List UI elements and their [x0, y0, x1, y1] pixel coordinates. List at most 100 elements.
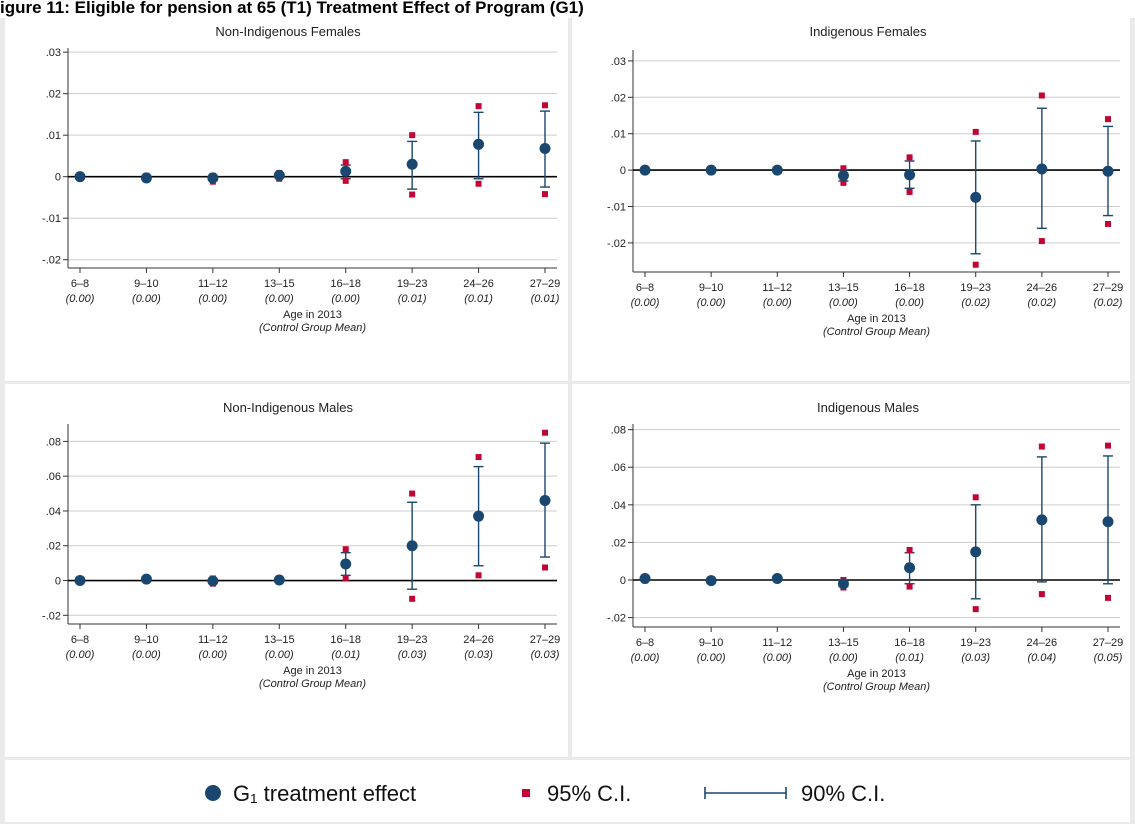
y-tick-label: 0 [620, 165, 626, 177]
control-mean-label: (0.00) [697, 652, 726, 664]
legend-point-marker [205, 785, 221, 801]
panel-background [572, 384, 1130, 757]
treatment-effect-point [340, 165, 352, 177]
x-tick-label: 9–10 [134, 278, 158, 290]
control-mean-label: (0.00) [763, 297, 792, 309]
control-mean-label: (0.02) [1027, 297, 1056, 309]
y-tick-label: .06 [46, 471, 61, 483]
y-tick-label: .02 [46, 541, 61, 553]
treatment-effect-point [771, 573, 783, 585]
ci95-upper-marker [906, 154, 913, 161]
control-mean-label: (0.00) [265, 293, 294, 305]
x-tick-label: 13–15 [264, 278, 295, 290]
panel-3: Non-Indigenous Males -.02 0 .02 .04 .06 .08 6–8… [5, 384, 568, 757]
treatment-effect-point [837, 170, 849, 182]
ci95-upper-marker [542, 429, 548, 436]
y-tick-label: -.02 [607, 238, 626, 250]
ci95-upper-marker [906, 546, 913, 553]
ci95-upper-marker [409, 132, 416, 139]
control-mean-label: (0.04) [1027, 652, 1056, 664]
ci95-lower-marker [342, 574, 349, 581]
ci95-upper-marker [972, 494, 979, 501]
treatment-effect-point [539, 142, 551, 154]
y-tick-label: .04 [611, 500, 626, 512]
control-mean-label: (0.01) [464, 293, 493, 305]
x-tick-label: 9–10 [134, 634, 158, 646]
ci95-lower-marker [409, 191, 416, 198]
ci95-lower-marker [1105, 594, 1111, 601]
panel-background [5, 18, 568, 381]
x-tick-label: 24–26 [463, 634, 494, 646]
x-axis-sublabel: (Control Group Mean) [259, 322, 366, 334]
x-tick-label: 24–26 [1027, 282, 1058, 294]
ci95-upper-marker [475, 103, 482, 110]
x-tick-label: 13–15 [264, 634, 295, 646]
x-tick-label: 16–18 [330, 634, 361, 646]
control-mean-label: (0.02) [1094, 297, 1123, 309]
control-mean-label: (0.00) [265, 649, 294, 661]
y-tick-label: -.02 [607, 613, 626, 625]
control-mean-label: (0.00) [697, 297, 726, 309]
x-tick-label: 6–8 [71, 278, 89, 290]
treatment-effect-point [1102, 516, 1114, 528]
y-tick-label: .03 [46, 47, 61, 59]
x-tick-label: 13–15 [828, 637, 859, 649]
y-tick-label: .03 [611, 56, 626, 68]
ci95-lower-marker [542, 564, 548, 571]
figure-title: igure 11: Eligible for pension at 65 (T1… [0, 0, 584, 17]
treatment-effect-point [273, 169, 285, 181]
ci95-lower-marker [972, 261, 979, 268]
x-tick-label: 6–8 [636, 637, 654, 649]
x-tick-label: 9–10 [699, 637, 723, 649]
x-tick-label: 27–29 [530, 278, 561, 290]
ci95-lower-marker [840, 179, 847, 186]
panel-2: Indigenous Females -.02 -.01 0 .01 .02 .03 6–8 (… [572, 18, 1130, 381]
x-tick-label: 13–15 [828, 282, 859, 294]
x-tick-label: 11–12 [762, 282, 792, 294]
control-mean-label: (0.00) [631, 297, 660, 309]
treatment-effect-point [140, 172, 152, 184]
y-tick-label: 0 [55, 172, 61, 184]
x-axis-label: Age in 2013 [847, 313, 906, 325]
control-mean-label: (0.00) [331, 293, 360, 305]
treatment-effect-point [207, 172, 219, 184]
x-tick-label: 19–23 [960, 282, 991, 294]
x-tick-label: 19–23 [397, 278, 428, 290]
x-axis-label: Age in 2013 [847, 668, 906, 680]
control-mean-label: (0.00) [829, 297, 858, 309]
ci95-lower-marker [409, 595, 416, 602]
ci95-lower-marker [906, 583, 913, 590]
y-tick-label: 0 [55, 576, 61, 588]
x-tick-label: 24–26 [1027, 637, 1058, 649]
treatment-effect-point [705, 575, 717, 587]
panel-background [572, 18, 1130, 381]
treatment-effect-point [273, 574, 285, 586]
treatment-effect-point [1036, 163, 1048, 175]
x-axis-label: Age in 2013 [283, 665, 342, 677]
treatment-effect-point [539, 495, 551, 507]
ci95-upper-marker [1105, 116, 1111, 123]
x-tick-label: 27–29 [1093, 282, 1124, 294]
x-tick-label: 19–23 [397, 634, 428, 646]
x-tick-label: 16–18 [894, 637, 925, 649]
panel-title: Non-Indigenous Females [215, 24, 361, 39]
legend-point-label: G₁ treatment effect [233, 781, 416, 806]
treatment-effect-point [970, 546, 982, 558]
control-mean-label: (0.01) [895, 652, 924, 664]
x-tick-label: 11–12 [762, 637, 792, 649]
y-tick-label: .01 [611, 129, 626, 141]
x-axis-sublabel: (Control Group Mean) [823, 681, 930, 693]
control-mean-label: (0.01) [331, 649, 360, 661]
treatment-effect-point [74, 575, 86, 587]
x-tick-label: 24–26 [463, 278, 494, 290]
panel-1: Non-Indigenous Females -.02 -.01 0 .01 .02 .03… [5, 18, 568, 381]
x-tick-label: 27–29 [530, 634, 561, 646]
ci95-lower-marker [1038, 591, 1045, 598]
treatment-effect-point [473, 510, 485, 522]
control-mean-label: (0.03) [961, 652, 990, 664]
ci95-lower-marker [342, 177, 349, 184]
treatment-effect-point [639, 573, 651, 585]
ci95-upper-marker [342, 546, 349, 553]
y-tick-label: .06 [611, 462, 626, 474]
